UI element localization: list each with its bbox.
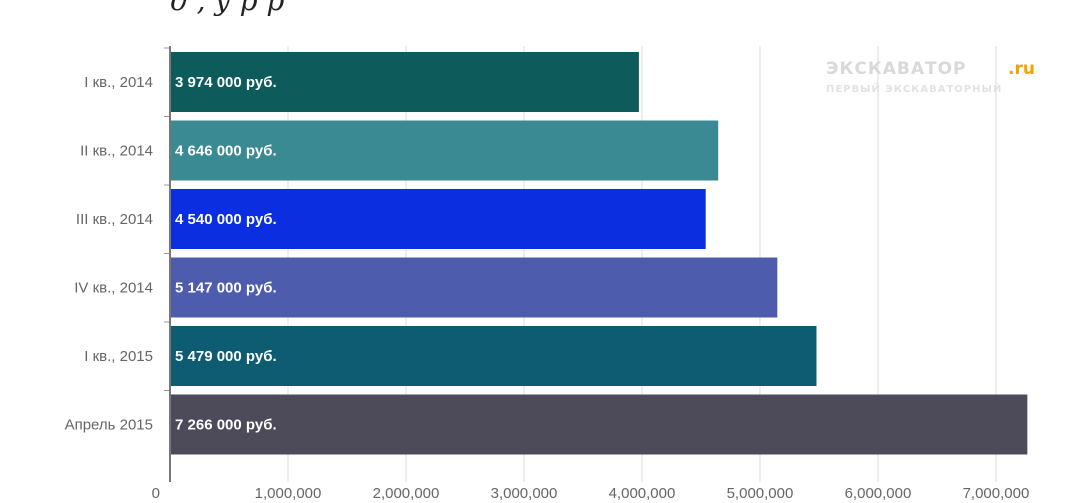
x-tick-label: 6,000,000: [845, 485, 912, 502]
bar-value-label: 3 974 000 руб.: [175, 74, 277, 91]
category-label: I кв., 2014: [84, 74, 153, 91]
bars: 3 974 000 руб. 4 646 000 руб. 4 540 000 ру…: [170, 52, 1028, 455]
category-label: III кв., 2014: [76, 211, 153, 228]
bar: [170, 52, 639, 112]
category-label: IV кв., 2014: [74, 280, 153, 297]
x-tick-label: 4,000,000: [609, 485, 676, 502]
bar: [170, 394, 1028, 455]
watermark-sub-text: ПЕРВЫЙ ЭКСКАВАТОРНЫЙ: [826, 82, 1002, 95]
watermark-main-text: ЭКСКАВАТОР: [826, 59, 967, 79]
bar-value-label: 5 479 000 руб.: [175, 348, 277, 365]
x-tick-label: 7,000,000: [963, 485, 1030, 502]
x-tick-label: 2,000,000: [373, 485, 440, 502]
watermark-accent-text: .ru: [1008, 59, 1035, 79]
bar: [170, 326, 817, 386]
cropped-header-text: д , у р р: [170, 0, 285, 17]
x-tick-label: 0: [152, 485, 160, 502]
category-label: Апрель 2015: [65, 417, 153, 434]
bar: [170, 257, 778, 318]
bar-value-label: 7 266 000 руб.: [175, 417, 277, 434]
bar-value-label: 4 646 000 руб.: [175, 143, 277, 160]
x-tick-label: 5,000,000: [727, 485, 794, 502]
bar-chart: 3 974 000 руб. 4 646 000 руб. 4 540 000 ру…: [65, 46, 1035, 502]
chart-frame: 3 974 000 руб. 4 646 000 руб. 4 540 000 ру…: [0, 24, 1077, 503]
y-axis: [164, 46, 171, 482]
category-labels: I кв., 2014 II кв., 2014 III кв., 2014 IV к…: [65, 74, 153, 434]
bar: [170, 189, 706, 249]
bar-value-label: 4 540 000 руб.: [175, 211, 277, 228]
x-tick-labels: 0 1,000,000 2,000,000 3,000,000 4,000,000 5,0…: [152, 485, 1030, 502]
x-tick-label: 3,000,000: [491, 485, 558, 502]
x-tick-label: 1,000,000: [255, 485, 322, 502]
bar: [170, 120, 719, 181]
cropped-header: д , у р р: [0, 0, 1077, 24]
category-label: I кв., 2015: [84, 348, 153, 365]
watermark-logo: ЭКСКАВАТОР .ru ПЕРВЫЙ ЭКСКАВАТОРНЫЙ: [826, 59, 1035, 95]
bar-value-label: 5 147 000 руб.: [175, 280, 277, 297]
category-label: II кв., 2014: [80, 143, 153, 160]
